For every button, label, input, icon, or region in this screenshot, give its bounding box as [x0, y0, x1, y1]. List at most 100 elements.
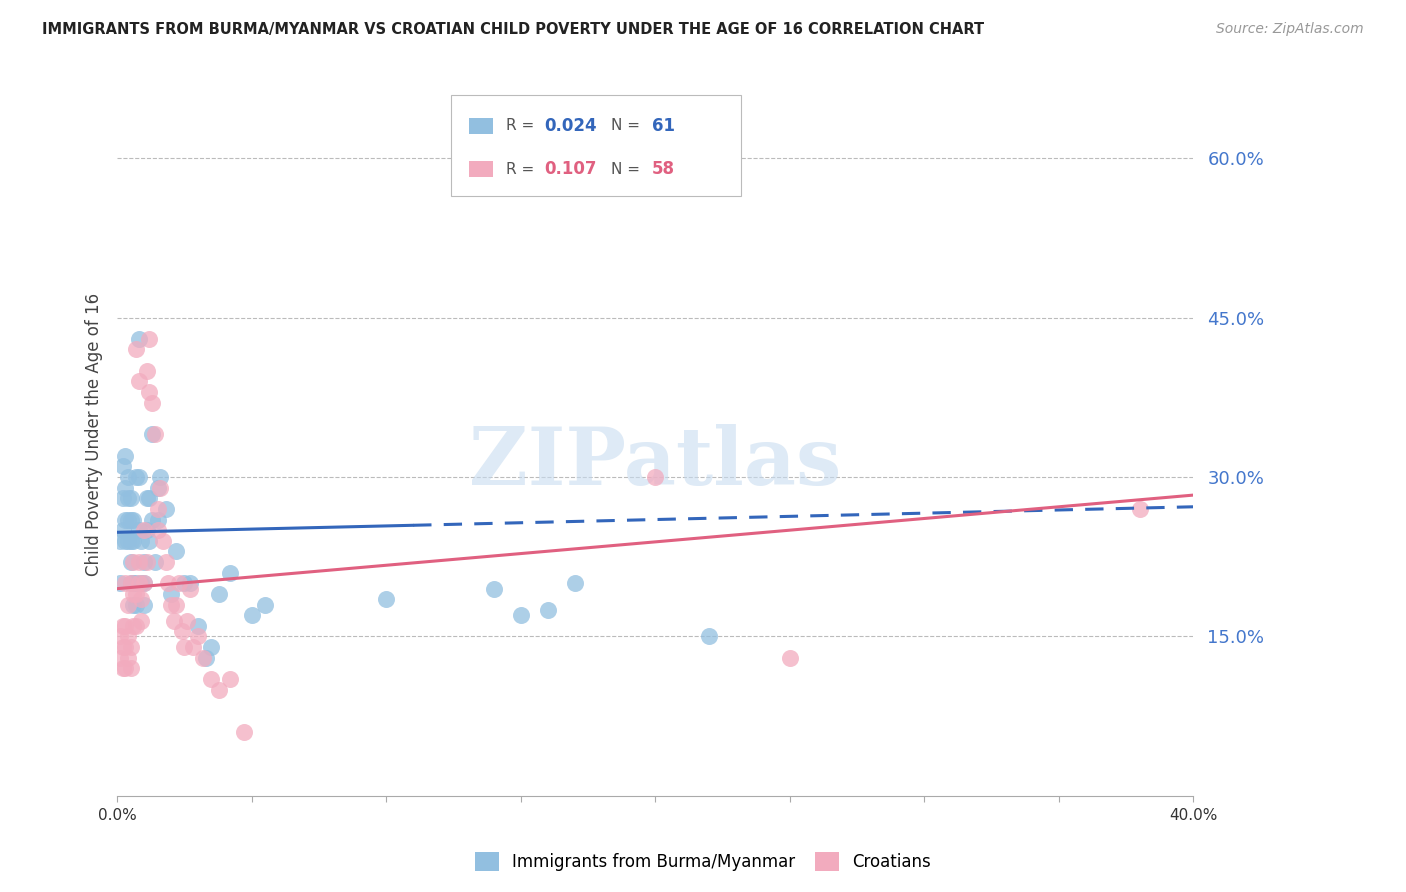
Point: [644, 470, 666, 484]
Point: [138, 332, 160, 346]
Point: [208, 682, 231, 697]
FancyBboxPatch shape: [470, 118, 492, 134]
Point: [120, 576, 142, 591]
Point: [122, 576, 145, 591]
Point: [179, 576, 201, 591]
Point: [131, 592, 153, 607]
Point: [122, 512, 145, 526]
Point: [120, 555, 142, 569]
Point: [170, 624, 193, 639]
Point: [111, 491, 134, 506]
Point: [167, 576, 190, 591]
Point: [128, 523, 150, 537]
Point: [173, 640, 195, 654]
FancyBboxPatch shape: [451, 95, 741, 196]
Point: [141, 512, 163, 526]
Point: [132, 598, 155, 612]
Point: [157, 576, 180, 591]
Point: [128, 555, 150, 569]
Point: [219, 672, 242, 686]
Point: [141, 427, 163, 442]
Point: [108, 576, 131, 591]
Point: [114, 512, 136, 526]
Point: [125, 587, 148, 601]
Point: [122, 619, 145, 633]
Point: [114, 640, 136, 654]
Text: 0.024: 0.024: [544, 117, 598, 135]
Text: N =: N =: [612, 119, 645, 133]
FancyBboxPatch shape: [470, 161, 492, 178]
Point: [181, 640, 204, 654]
Point: [155, 502, 177, 516]
Point: [138, 491, 160, 506]
Point: [232, 725, 254, 739]
Point: [200, 640, 222, 654]
Point: [131, 533, 153, 548]
Point: [120, 512, 142, 526]
Text: 61: 61: [652, 117, 675, 135]
Point: [117, 630, 139, 644]
Point: [564, 576, 586, 591]
Point: [120, 576, 142, 591]
Point: [146, 481, 169, 495]
Point: [128, 470, 150, 484]
Point: [114, 533, 136, 548]
Point: [122, 598, 145, 612]
Point: [135, 364, 157, 378]
Point: [128, 332, 150, 346]
Point: [128, 576, 150, 591]
Point: [193, 650, 215, 665]
Point: [155, 555, 177, 569]
Point: [117, 533, 139, 548]
Text: IMMIGRANTS FROM BURMA/MYANMAR VS CROATIAN CHILD POVERTY UNDER THE AGE OF 16 CORR: IMMIGRANTS FROM BURMA/MYANMAR VS CROATIA…: [42, 22, 984, 37]
Point: [187, 619, 209, 633]
Point: [482, 582, 505, 596]
Point: [125, 343, 148, 357]
Point: [375, 592, 398, 607]
Point: [149, 470, 172, 484]
Point: [132, 576, 155, 591]
Point: [143, 555, 166, 569]
Point: [138, 533, 160, 548]
Point: [131, 614, 153, 628]
Point: [122, 533, 145, 548]
Point: [149, 481, 172, 495]
Point: [135, 491, 157, 506]
Point: [160, 587, 183, 601]
Point: [208, 587, 231, 601]
Point: [111, 619, 134, 633]
Point: [120, 661, 142, 675]
Point: [195, 650, 218, 665]
Y-axis label: Child Poverty Under the Age of 16: Child Poverty Under the Age of 16: [86, 293, 103, 576]
Point: [108, 650, 131, 665]
Point: [173, 576, 195, 591]
Point: [509, 608, 531, 623]
Point: [537, 603, 560, 617]
Point: [120, 640, 142, 654]
Legend: Immigrants from Burma/Myanmar, Croatians: Immigrants from Burma/Myanmar, Croatians: [467, 843, 939, 880]
Point: [165, 544, 187, 558]
Point: [146, 523, 169, 537]
Text: R =: R =: [506, 119, 538, 133]
Point: [117, 470, 139, 484]
Point: [128, 374, 150, 388]
Point: [779, 650, 801, 665]
Point: [163, 614, 186, 628]
Point: [108, 533, 131, 548]
Point: [1129, 502, 1152, 516]
Point: [111, 640, 134, 654]
Point: [135, 555, 157, 569]
Point: [125, 470, 148, 484]
Point: [114, 449, 136, 463]
Point: [132, 576, 155, 591]
Point: [176, 614, 198, 628]
Point: [111, 523, 134, 537]
Point: [125, 619, 148, 633]
Point: [179, 582, 201, 596]
Text: R =: R =: [506, 161, 538, 177]
Point: [122, 587, 145, 601]
Point: [187, 630, 209, 644]
Point: [122, 555, 145, 569]
Point: [146, 502, 169, 516]
Point: [240, 608, 263, 623]
